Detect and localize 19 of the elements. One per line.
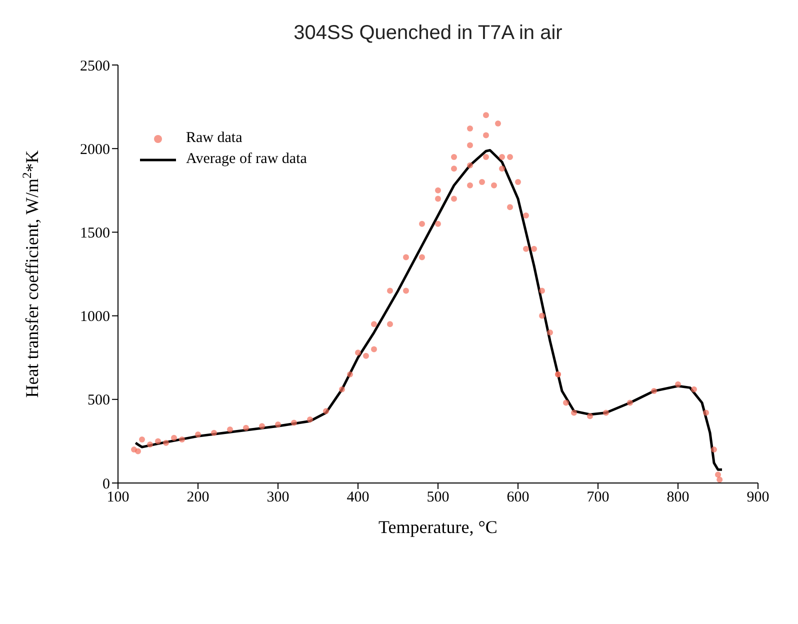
x-tick-label: 600 [506,490,530,506]
legend-label: Average of raw data [186,151,307,168]
x-tick-label: 700 [586,490,610,506]
y-tick-label: 2500 [80,58,110,74]
x-tick-label: 500 [426,490,450,506]
y-tick-label: 1000 [80,309,110,326]
x-tick-label: 100 [106,490,130,506]
x-axis-title: Temperature, °C [378,517,498,537]
chart-title: 304SS Quenched in T7A in air [292,21,564,45]
y-tick-label: 500 [88,392,110,409]
y-tick-label: 2000 [80,142,110,158]
x-tick-label: 200 [186,490,210,506]
x-tick-label: 400 [346,490,370,506]
y-tick-label: 1500 [80,226,110,242]
x-tick-label: 800 [666,490,690,506]
y-tick-label: 0 [102,476,110,492]
x-tick-label: 300 [266,490,290,506]
x-tick-label: 900 [746,490,770,506]
legend-label: Raw data [186,130,242,147]
